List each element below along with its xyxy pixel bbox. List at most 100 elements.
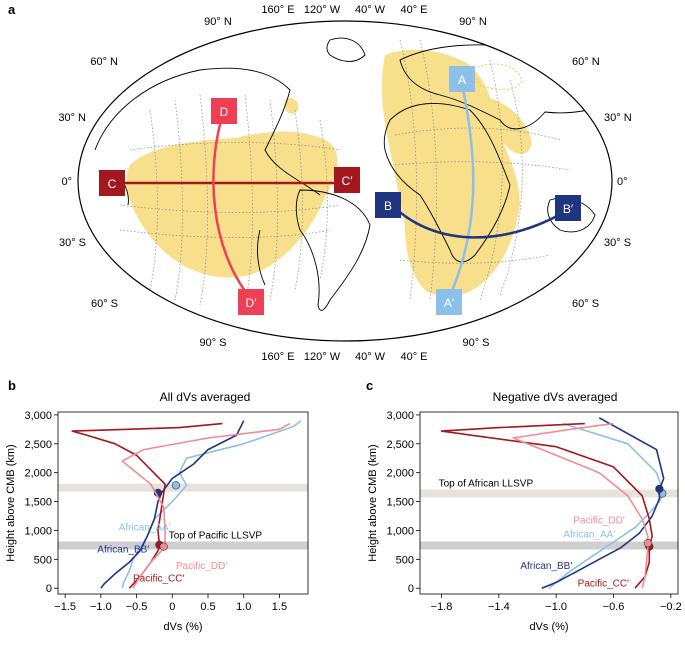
svg-text:B: B	[384, 199, 392, 213]
panel-b-ytick-label-0: 0	[46, 583, 52, 595]
panel-b-plot-area: Top of Pacific LLSVP 0 500 1,000 1,500 2,000 2…	[5, 410, 309, 633]
lon-label-bottom-2: 120° W	[304, 351, 341, 363]
panel-c-ytick-label-4: 2,000	[386, 468, 414, 480]
panel-c-letter: c	[366, 378, 373, 393]
panel-c-ytick-label-1: 500	[396, 554, 414, 566]
lon-label-bottom-3: 40° W	[355, 351, 386, 363]
sample-path-grid	[119, 39, 571, 306]
panel-b-series-marker-0	[171, 481, 180, 490]
lat-label-90s-left: 90° S	[199, 337, 226, 349]
panel-c-xtick-label-3: −0.6	[603, 601, 625, 613]
panel-b-band-label-0: Top of Pacific LLSVP	[169, 530, 263, 541]
panel-b-ytick-label-5: 2,500	[24, 439, 52, 451]
panel-c-ytick-label-2: 1,000	[386, 525, 414, 537]
pacific-llsvp-small-region	[284, 98, 299, 114]
longitude-labels: 160° E 120° W 40° W 40° E 160° E 120° W …	[261, 4, 427, 363]
profile-marker-c-prime: C′	[334, 167, 360, 193]
lat-label-eq-right: 0°	[617, 176, 628, 188]
panel-a: a	[8, 2, 632, 363]
map-content	[94, 37, 611, 311]
panel-b-title: All dVs averaged	[160, 390, 251, 404]
lat-label-30n-left: 30° N	[58, 112, 86, 124]
panel-b-series-marker-3	[159, 542, 168, 551]
panel-b-band-1	[58, 483, 308, 492]
panel-b-ylabel: Height above CMB (km)	[5, 444, 17, 561]
lon-label-top-3: 40° W	[355, 4, 386, 16]
panel-c-axes-frame	[419, 411, 679, 595]
latitude-labels: 90° N 90° N 60° N 60° N 30° N 30° N 0° 0…	[58, 16, 631, 349]
panel-b-xtick-label-4: 0.5	[200, 601, 215, 613]
svg-text:B′: B′	[563, 202, 574, 216]
panel-c: c Negative dVs averaged Top of African L…	[366, 378, 682, 633]
panel-c-plot-area: Top of African LLSVP 0 500 1,000 1,500 2,000 2…	[367, 410, 682, 633]
panel-b-series-label-0: African_AA′	[119, 522, 171, 533]
lat-label-60n-left: 60° N	[90, 56, 118, 68]
panel-c-ytick-label-3: 1,500	[386, 497, 414, 509]
panel-b-xtick-label-2: −0.5	[126, 601, 148, 613]
panel-c-title: Negative dVs averaged	[493, 390, 618, 404]
pacific-llsvp-region	[126, 131, 338, 278]
profile-marker-d: D	[211, 98, 237, 124]
panel-b-xtick-label-5: 1.0	[236, 601, 251, 613]
panel-c-series-line-1	[541, 417, 665, 589]
panel-c-series-marker-1	[655, 484, 664, 493]
african-llsvp-east-region	[470, 95, 532, 155]
panel-b-letter: b	[8, 378, 16, 393]
profile-marker-a: A	[449, 66, 475, 92]
svg-text:A′: A′	[444, 296, 455, 310]
profile-marker-b: B	[375, 192, 401, 218]
profile-line-bb	[389, 202, 569, 239]
panel-c-xlabel: dVs (%)	[529, 621, 568, 633]
lat-label-90s-right: 90° S	[462, 337, 489, 349]
panel-c-ytick-label-6: 3,000	[386, 410, 414, 422]
lat-label-eq-left: 0°	[61, 176, 72, 188]
svg-text:C: C	[108, 177, 117, 191]
panel-c-series-label-3: Pacific_DD′	[573, 516, 624, 527]
lat-label-90n-left: 90° N	[204, 16, 232, 28]
panel-b-series-label-1: African_BB′	[97, 544, 149, 555]
panel-b-ytick-label-1: 500	[34, 554, 52, 566]
panel-c-series-label-1: African_BB′	[520, 561, 572, 572]
svg-text:D′: D′	[246, 296, 258, 310]
panel-c-series-line-3	[512, 422, 649, 589]
panel-b-ytick-label-3: 1,500	[24, 497, 52, 509]
panel-b-xtick-label-3: 0	[169, 601, 175, 613]
panel-b-ytick-label-2: 1,000	[24, 525, 52, 537]
lon-label-top-2: 120° W	[304, 4, 341, 16]
panel-b-ytick-label-6: 3,000	[24, 410, 52, 422]
lon-label-top-1: 160° E	[261, 4, 294, 16]
lon-label-bottom-4: 40° E	[400, 351, 427, 363]
profile-line-dd	[212, 109, 253, 301]
panel-b-series-label-3: Pacific_DD′	[176, 561, 227, 572]
panel-c-series-label-2: Pacific_CC′	[578, 578, 629, 589]
panel-c-ytick-label-5: 2,500	[386, 439, 414, 451]
profile-marker-a-prime: A′	[436, 289, 462, 315]
panel-c-series-marker-3	[643, 539, 653, 548]
panel-a-letter: a	[8, 2, 16, 17]
panel-c-ylabel: Height above CMB (km)	[367, 444, 379, 561]
panel-c-band-0	[420, 489, 678, 498]
panel-b-series-label-2: Pacific_CC′	[133, 573, 184, 584]
profile-marker-c: C	[99, 170, 125, 196]
lon-label-top-4: 40° E	[400, 4, 427, 16]
african-llsvp-outline	[469, 63, 523, 91]
panel-c-xtick-label-2: −1.0	[545, 601, 567, 613]
panel-b-ytick-label-4: 2,000	[24, 468, 52, 480]
panel-c-xtick-label-1: −1.4	[488, 601, 510, 613]
panel-b-series-line-1	[100, 420, 245, 589]
panel-c-ytick-label-0: 0	[408, 583, 414, 595]
lat-label-60n-right: 60° N	[572, 56, 600, 68]
panel-c-series-line-2	[440, 422, 653, 589]
lat-label-30s-right: 30° S	[604, 237, 631, 249]
svg-text:D: D	[220, 105, 229, 119]
lon-label-bottom-1: 160° E	[261, 351, 294, 363]
panel-b-series-line-2	[71, 422, 223, 589]
panel-c-xtick-label-4: −0.2	[660, 601, 682, 613]
panel-b-xtick-label-1: −1.0	[90, 601, 112, 613]
lat-label-90n-right: 90° N	[459, 16, 487, 28]
svg-text:C′: C′	[342, 174, 354, 188]
profile-marker-d-prime: D′	[238, 289, 264, 315]
panel-b-xtick-label-6: 1.5	[272, 601, 287, 613]
lat-label-60s-left: 60° S	[91, 298, 118, 310]
